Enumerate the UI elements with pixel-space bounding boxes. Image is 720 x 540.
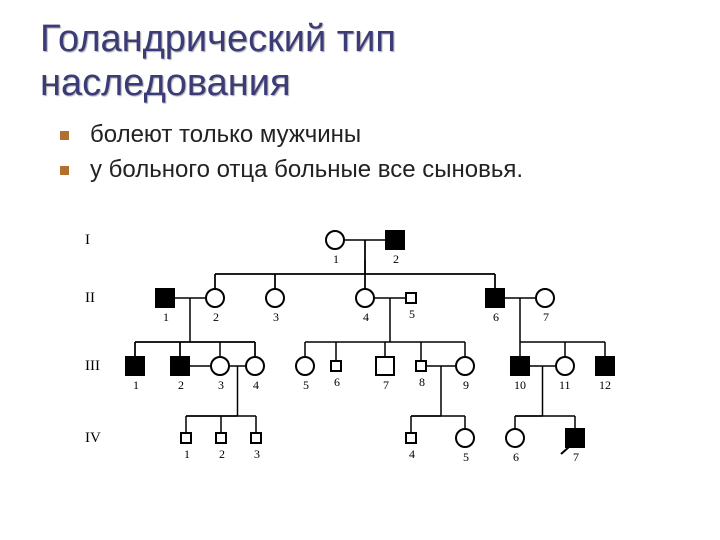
pedigree-male [180,432,192,444]
pedigree-number: 1 [333,252,339,267]
slide-title: Голандрический тип наследования [40,18,680,105]
pedigree-number: 3 [254,447,260,462]
pedigree-male-affected [125,356,145,376]
pedigree-number: 6 [334,375,340,390]
pedigree-female [455,428,475,448]
pedigree-male [250,432,262,444]
pedigree-male-affected [385,230,405,250]
pedigree-number: 4 [253,378,259,393]
pedigree-number: 2 [178,378,184,393]
pedigree-number: 7 [543,310,549,325]
pedigree-female [355,288,375,308]
pedigree-male [330,360,342,372]
pedigree-number: 5 [409,307,415,322]
pedigree-number: 2 [213,310,219,325]
pedigree-male-affected [595,356,615,376]
title-line-1: Голандрический тип [40,18,396,60]
pedigree-male-affected [510,356,530,376]
pedigree-male [405,432,417,444]
pedigree-female [210,356,230,376]
pedigree-male [215,432,227,444]
pedigree-male-affected [170,356,190,376]
bullet-text: болеют только мужчины [90,121,361,148]
pedigree-number: 5 [463,450,469,465]
bullet-list: болеют только мужчины у больного отца бо… [60,119,680,186]
pedigree-number: 3 [218,378,224,393]
pedigree-female [265,288,285,308]
pedigree-number: 5 [303,378,309,393]
pedigree-female [205,288,225,308]
pedigree-number: 1 [184,447,190,462]
pedigree-number: 12 [599,378,611,393]
pedigree-male-affected [485,288,505,308]
pedigree-female [455,356,475,376]
pedigree-male-affected [565,428,585,448]
pedigree-number: 11 [559,378,571,393]
pedigree-number: 6 [493,310,499,325]
pedigree-number: 2 [219,447,225,462]
generation-label: I [85,232,90,249]
generation-label: III [85,358,100,375]
pedigree-number: 6 [513,450,519,465]
pedigree-number: 1 [133,378,139,393]
pedigree-number: 7 [383,378,389,393]
pedigree-number: 3 [273,310,279,325]
pedigree-female [505,428,525,448]
pedigree-female [555,356,575,376]
generation-label: IV [85,430,101,447]
generation-label: II [85,290,95,307]
pedigree-male [415,360,427,372]
pedigree-male [405,292,417,304]
pedigree-female [535,288,555,308]
pedigree-diagram: IIIIIIIV1212345671234567891011121234567 [85,230,645,510]
pedigree-number: 4 [409,447,415,462]
pedigree-number: 8 [419,375,425,390]
pedigree-number: 9 [463,378,469,393]
pedigree-number: 10 [514,378,526,393]
pedigree-male [375,356,395,376]
title-line-2: наследования [40,62,291,104]
pedigree-female [325,230,345,250]
pedigree-number: 7 [573,450,579,465]
pedigree-number: 2 [393,252,399,267]
pedigree-female [295,356,315,376]
pedigree-number: 4 [363,310,369,325]
pedigree-number: 1 [163,310,169,325]
pedigree-male-affected [155,288,175,308]
bullet-item: у больного отца больные все сыновья. [60,154,680,186]
bullet-text: у больного отца больные все сыновья. [90,156,523,183]
pedigree-female [245,356,265,376]
bullet-item: болеют только мужчины [60,119,680,151]
